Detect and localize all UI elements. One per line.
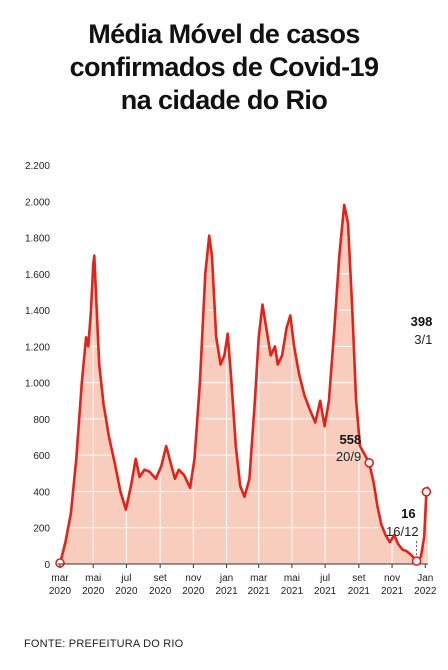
annotations: 558 20/9 16 16/12 398 3/1 <box>336 314 433 566</box>
y-tick-label: 2.200 <box>25 161 50 172</box>
x-tick-label: jul <box>319 573 330 584</box>
y-axis: 0 200 400 600 800 1.000 1.200 1.400 1.600 1.800 2.… <box>25 161 50 571</box>
x-axis: mar 2020 mai 2020 jul 2020 set 2020 nov 2020 jan 20… <box>49 563 437 597</box>
y-tick-label: 1.800 <box>25 234 50 245</box>
area-fill-layer <box>60 204 428 564</box>
y-tick-label: 1.600 <box>25 270 50 281</box>
x-tick-label: mar <box>250 573 268 584</box>
x-tick-label: 2021 <box>215 586 238 597</box>
x-tick-label: mar <box>51 573 69 584</box>
x-tick-label: nov <box>185 573 201 584</box>
series-line <box>58 203 429 566</box>
x-tick-label: jan <box>219 573 233 584</box>
annotation-value: 558 <box>340 432 362 447</box>
y-tick-label: 2.000 <box>25 197 50 208</box>
annotation-value: 398 <box>411 314 433 329</box>
x-tick-label: 2021 <box>314 586 337 597</box>
annotation-marker <box>421 487 432 497</box>
x-tick-label: 2020 <box>115 586 138 597</box>
x-tick-label: 2021 <box>248 586 271 597</box>
x-tick-label: set <box>153 573 167 584</box>
annotation-date: 20/9 <box>336 449 361 464</box>
annotation-marker <box>364 457 375 468</box>
y-tick-label: 600 <box>33 451 50 462</box>
title-line-2: confirmados de Covid-19 <box>69 52 379 82</box>
x-tick-label: 2021 <box>381 586 404 597</box>
y-tick-label: 200 <box>33 524 50 535</box>
line-layer <box>55 203 429 568</box>
y-tick-label: 400 <box>33 487 50 498</box>
source-note: FONTE: PREFEITURA DO RIO <box>24 638 184 650</box>
annotation-date: 3/1 <box>414 332 432 347</box>
title-line-3: na cidade do Rio <box>120 85 328 115</box>
series-area <box>60 204 428 564</box>
x-tick-label: jul <box>120 573 131 584</box>
x-tick-label: 2020 <box>182 586 205 597</box>
y-tick-label: 0 <box>44 560 50 571</box>
chart-title: Média Móvel de casos confirmados de Covi… <box>0 18 448 117</box>
gridlines <box>58 164 428 564</box>
y-tick-label: 1.400 <box>25 306 50 317</box>
annotation-marker <box>411 556 422 566</box>
x-tick-label: 2022 <box>414 586 437 597</box>
y-tick-label: 800 <box>33 415 50 426</box>
x-tick-label: Jan <box>417 573 433 584</box>
y-tick-label: 1.200 <box>25 342 50 353</box>
x-tick-label: 2020 <box>149 586 172 597</box>
x-tick-label: 2020 <box>49 586 72 597</box>
annotation-value: 16 <box>401 506 415 521</box>
annotation-date: 16/12 <box>386 524 419 539</box>
y-tick-label: 1.000 <box>25 379 50 390</box>
x-tick-label: 2020 <box>82 586 105 597</box>
x-tick-label: 2021 <box>348 586 371 597</box>
x-tick-label: mai <box>85 573 101 584</box>
x-tick-label: mai <box>284 573 300 584</box>
x-tick-label: 2021 <box>281 586 304 597</box>
x-tick-label: set <box>352 573 366 584</box>
x-tick-label: nov <box>384 573 400 584</box>
title-line-1: Média Móvel de casos <box>88 19 360 49</box>
